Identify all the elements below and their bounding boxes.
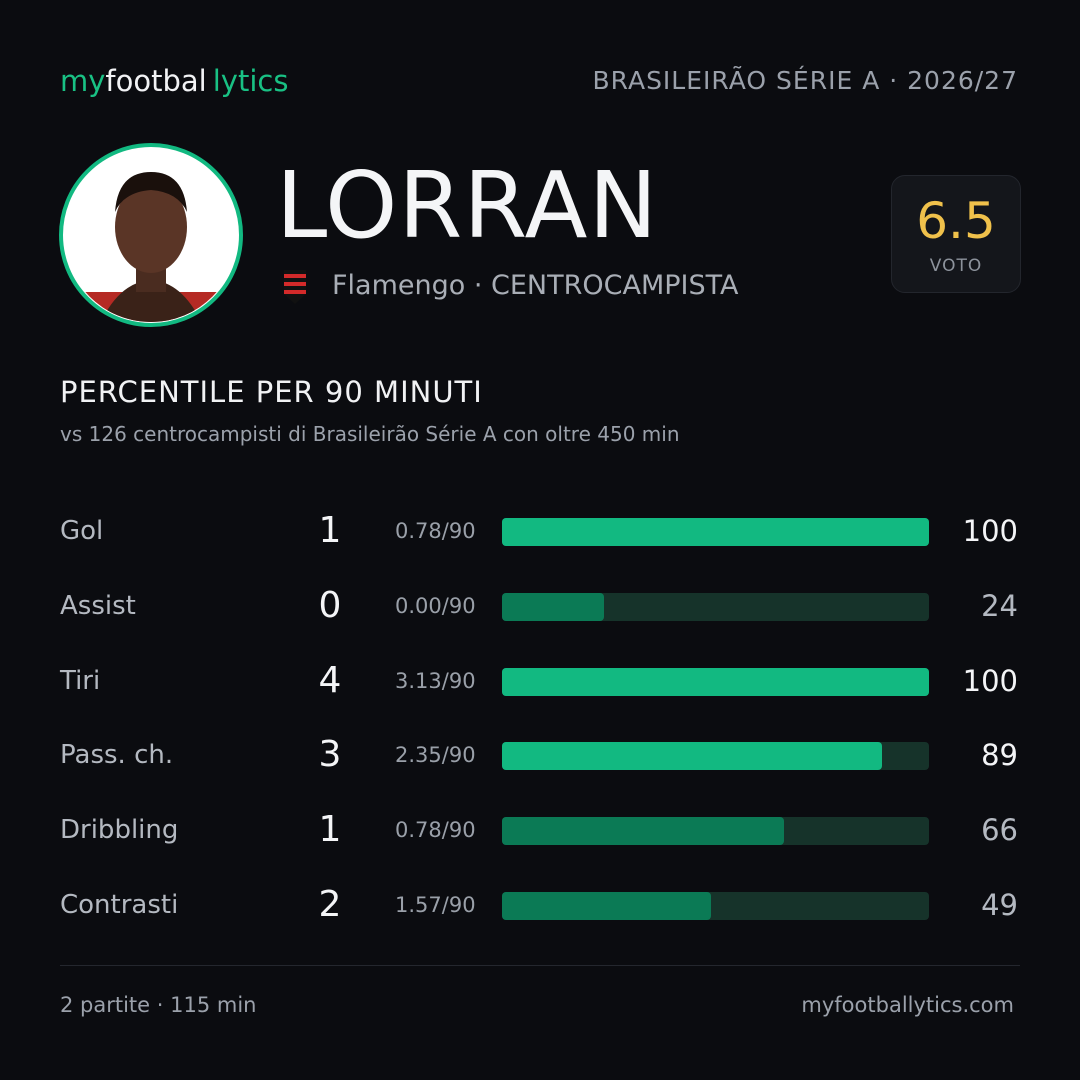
player-photo	[59, 143, 243, 327]
section-subtitle: vs 126 centrocampisti di Brasileirão Sér…	[60, 422, 680, 446]
stat-label: Pass. ch.	[60, 740, 174, 771]
footer-matches: 2 partite · 115 min	[60, 993, 257, 1017]
brand-part: my	[60, 64, 106, 98]
stat-total: 4	[318, 659, 342, 701]
rating-label: VOTO	[929, 256, 983, 276]
divider	[60, 965, 1020, 966]
league: BRASILEIRÃO SÉRIE A · 2026/27	[592, 66, 1018, 95]
bar	[502, 742, 883, 771]
stat-per90: 0.78/90	[395, 818, 476, 843]
stat-per90: 0.00/90	[395, 593, 476, 618]
stat-percentile: 89	[981, 738, 1018, 773]
bar	[502, 592, 605, 621]
stat-per90: 0.78/90	[395, 519, 476, 543]
stat-per90: 3.13/90	[395, 668, 476, 693]
stat-per90: 1.57/90	[395, 893, 476, 917]
rating-box: 6.5 VOTO	[891, 175, 1021, 293]
stat-percentile: 66	[981, 813, 1018, 848]
bar	[502, 518, 929, 546]
stat-label: Tiri	[60, 665, 101, 696]
stat-label: Gol	[60, 516, 104, 546]
stat-total: 0	[318, 584, 342, 626]
rating: 6.5	[916, 192, 996, 250]
section-title: PERCENTILE PER 90 MINUTI	[60, 375, 483, 409]
stat-label: Assist	[60, 590, 136, 621]
stat-total: 2	[318, 884, 342, 925]
stat-percentile: 100	[962, 514, 1018, 548]
stat-percentile: 100	[962, 663, 1018, 698]
brand-part: lytics	[212, 64, 289, 98]
bar	[502, 817, 784, 846]
brand: myfootbal lytics	[60, 64, 288, 98]
stat-per90: 2.35/90	[395, 743, 476, 768]
stat-label: Contrasti	[60, 890, 179, 920]
stat-percentile: 24	[981, 588, 1018, 623]
club-role: Flamengo · CENTROCAMPISTA	[332, 270, 739, 301]
stat-percentile: 49	[981, 888, 1018, 922]
stat-label: Dribbling	[60, 815, 179, 846]
brand-part: footbal	[105, 64, 207, 98]
stat-total: 1	[318, 809, 342, 851]
stat-total: 1	[318, 510, 342, 551]
bar	[502, 892, 712, 920]
player-name: LORRAN	[276, 152, 659, 259]
club-crest	[284, 270, 306, 304]
bar	[502, 667, 929, 696]
footer-site: myfootballytics.com	[801, 993, 1014, 1017]
stat-total: 3	[318, 734, 342, 776]
